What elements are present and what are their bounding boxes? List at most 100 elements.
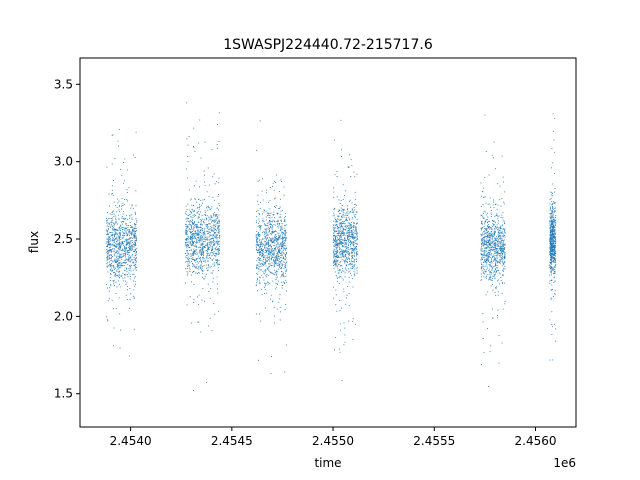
data-point [280, 276, 282, 278]
data-point [335, 259, 337, 261]
data-point [551, 217, 553, 219]
data-point [347, 208, 349, 210]
data-point [194, 225, 196, 227]
data-point [493, 157, 494, 159]
data-point [504, 247, 506, 248]
data-point [198, 214, 200, 216]
data-point [552, 192, 554, 194]
data-point [488, 240, 490, 242]
data-point [499, 263, 501, 265]
data-point [344, 238, 346, 240]
data-point [550, 214, 552, 216]
data-point [489, 249, 490, 251]
data-point [265, 224, 267, 226]
data-point [339, 213, 341, 215]
data-point [495, 215, 497, 216]
data-point [259, 251, 261, 253]
data-point [187, 258, 189, 260]
data-point [552, 213, 554, 215]
data-point [197, 207, 199, 208]
data-point [348, 166, 350, 168]
data-point [116, 274, 118, 276]
data-point [485, 228, 486, 230]
data-point [194, 197, 196, 199]
data-point [346, 257, 348, 258]
data-point [129, 307, 131, 309]
data-point [113, 228, 115, 230]
data-point [345, 249, 347, 251]
data-point [555, 242, 557, 244]
data-point [271, 246, 272, 247]
data-point [490, 248, 492, 250]
data-point [268, 263, 270, 265]
data-point [275, 249, 277, 251]
data-point [185, 214, 187, 215]
data-point [554, 290, 556, 292]
data-point [190, 236, 192, 238]
data-point [347, 166, 349, 168]
data-point [354, 252, 356, 254]
data-point [554, 117, 556, 119]
data-point [208, 232, 210, 233]
data-point [350, 240, 352, 242]
data-point [209, 228, 211, 230]
data-point [351, 230, 353, 232]
y-axis-ticks: 1.52.02.53.03.5 [54, 77, 80, 401]
data-point [283, 257, 285, 259]
data-point [135, 283, 136, 285]
data-point [109, 249, 111, 251]
data-point [342, 230, 344, 232]
data-point [189, 296, 191, 298]
data-point [209, 234, 211, 236]
data-point [259, 246, 261, 248]
data-point [216, 214, 218, 215]
data-point [550, 240, 552, 242]
data-point [282, 254, 283, 256]
data-point [195, 230, 197, 232]
data-point [348, 219, 350, 221]
data-point [280, 228, 282, 230]
data-point [491, 279, 493, 281]
data-point [112, 270, 113, 272]
data-point [208, 265, 210, 267]
data-point [279, 265, 281, 267]
data-point [503, 203, 505, 205]
data-point [492, 223, 494, 225]
data-point [186, 271, 188, 273]
data-point [483, 230, 485, 232]
data-point [352, 320, 354, 322]
data-point [112, 227, 114, 228]
data-point [204, 181, 206, 183]
data-point [211, 221, 212, 223]
data-point [490, 285, 492, 287]
data-point [340, 222, 342, 224]
data-point [109, 254, 111, 256]
data-point [189, 270, 191, 272]
data-point [200, 269, 202, 271]
data-point [211, 258, 213, 260]
data-point [194, 199, 196, 201]
data-point [261, 256, 263, 258]
data-point [186, 247, 188, 249]
data-point [115, 281, 117, 283]
data-point [483, 262, 485, 263]
data-point [346, 215, 348, 217]
data-point [274, 271, 276, 273]
data-point [552, 251, 554, 253]
data-point [111, 251, 113, 252]
data-point [344, 246, 346, 248]
data-point [135, 237, 137, 239]
data-point [485, 259, 487, 261]
data-point [271, 237, 273, 239]
data-point [283, 242, 284, 244]
data-point [270, 265, 272, 267]
data-point [265, 229, 267, 231]
data-point [333, 240, 335, 242]
data-point [504, 243, 506, 245]
data-point [549, 252, 551, 254]
data-point [272, 241, 274, 243]
data-point [498, 279, 500, 281]
data-point [335, 262, 337, 264]
data-point [356, 258, 358, 260]
data-point [502, 240, 504, 242]
